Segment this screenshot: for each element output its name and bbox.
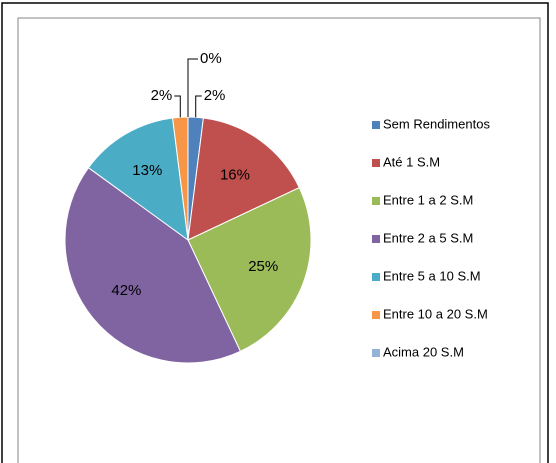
legend-label: Até 1 S.M [383,154,440,169]
data-label: 25% [248,258,278,275]
data-label: 13% [132,162,162,179]
data-label: 2% [204,87,226,104]
legend-label: Entre 2 a 5 S.M [383,230,473,245]
legend-label: Acima 20 S.M [383,344,464,359]
legend-label: Entre 10 a 20 S.M [383,306,488,321]
data-label: 42% [111,282,141,299]
legend-label: Sem Rendimentos [383,116,490,131]
data-label: 2% [151,87,173,104]
legend-label: Entre 1 a 2 S.M [383,192,473,207]
pie-slice [187,186,312,352]
legend-swatch [372,159,380,167]
legend-swatch [372,197,380,205]
legend-label: Entre 5 a 10 S.M [383,268,481,283]
pie-slice [87,117,189,242]
legend-swatch [372,235,380,243]
data-label: 16% [220,166,250,183]
leader-line [174,95,181,118]
leader-line [187,58,198,117]
legend-swatch [372,273,380,281]
pie-slice [187,117,300,241]
legend-swatch [372,121,380,129]
data-label: 0% [200,50,222,67]
legend-swatch [372,311,380,319]
pie-slice [64,167,242,364]
legend-swatch [372,349,380,357]
leader-line [195,95,202,118]
